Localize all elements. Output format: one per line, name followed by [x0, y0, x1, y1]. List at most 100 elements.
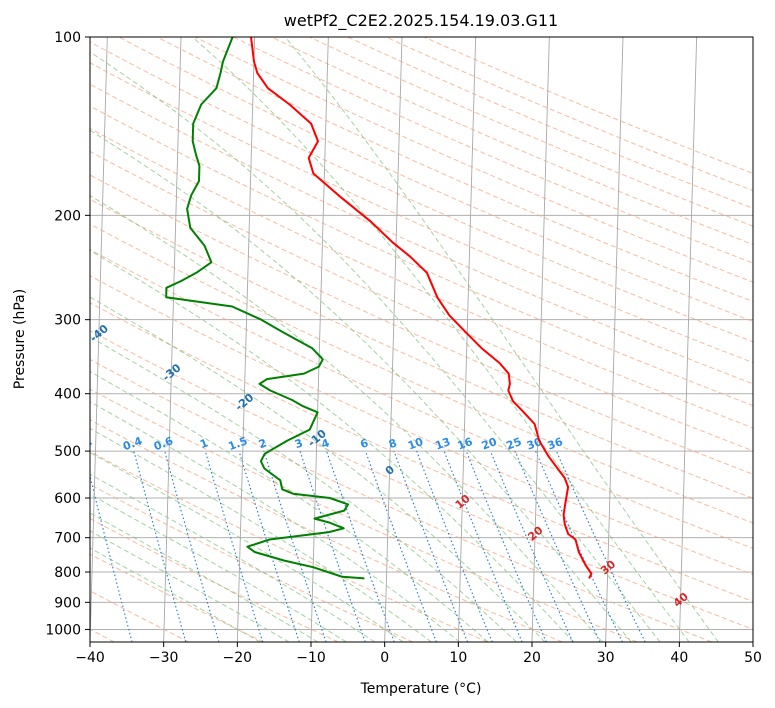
y-tick-label: 300: [54, 313, 81, 329]
mixing-ratio-label: 2: [257, 436, 269, 451]
mixing-ratio-label: 8: [387, 436, 399, 451]
x-axis-label: Temperature (°C): [360, 681, 482, 697]
isotherm-line: [605, 37, 624, 642]
isotherm-line: [236, 37, 256, 642]
mixing-ratio-line: [263, 450, 327, 642]
y-tick-label: 700: [54, 531, 81, 547]
moist-adiabat-line: [90, 296, 546, 642]
dry-adiabat-line: [90, 105, 753, 407]
moist-adiabat-line: [90, 129, 632, 642]
y-tick-label: 400: [54, 387, 81, 403]
dry-adiabat-line: [90, 150, 753, 452]
mixing-ratio-label: 1: [198, 436, 210, 451]
x-tick-label: 50: [744, 650, 762, 666]
mixing-ratio-label: 16: [456, 435, 475, 453]
dry-adiabat-line: [423, 37, 753, 174]
dry-adiabat-line: [90, 483, 414, 642]
x-tick-label: −10: [296, 650, 326, 666]
y-tick-label: 900: [54, 595, 81, 611]
moist-adiabat-line: [90, 473, 376, 642]
dry-adiabat-line: [90, 248, 753, 550]
x-axis: −40 −30 −20 −10 0 10 20 30 40 50: [75, 642, 762, 666]
mixing-ratio-label: 1.5: [226, 434, 249, 453]
dry-adiabat-line: [90, 358, 712, 642]
moist-adiabat-line: [90, 51, 661, 642]
y-tick-label: 500: [54, 444, 81, 460]
x-tick-label: 20: [523, 650, 541, 666]
moist-adiabat-line: [90, 195, 603, 642]
mixing-ratio-label: 10: [406, 435, 425, 453]
y-tick-label: 1000: [45, 622, 81, 638]
skewed-isotherms: [90, 37, 753, 642]
mixing-ratio-label: 13: [433, 435, 452, 452]
moist-adiabat-line: [90, 370, 489, 642]
plot-area: -100-90-80-70-60-50-40-30-20-10010203040…: [71, 37, 753, 642]
isotherm-line: [678, 37, 698, 642]
moist-adiabat-line: [284, 37, 719, 642]
mixing-ratio-line: [364, 450, 437, 642]
mixing-ratio-line: [489, 450, 574, 642]
moist-adiabat-line: [90, 249, 574, 642]
mixing-ratio-line: [299, 450, 366, 642]
x-tick-label: −40: [75, 650, 105, 666]
moist-adiabat-line: [90, 451, 404, 642]
y-axis-label: Pressure (hPa): [12, 289, 28, 389]
y-tick-label: 200: [54, 208, 81, 224]
moist-adiabat-line: [90, 401, 461, 642]
moist-adiabats: [90, 37, 719, 642]
mixing-ratio-line: [204, 450, 264, 642]
mixing-ratio-line: [164, 450, 220, 642]
y-tick-label: 600: [54, 491, 81, 507]
mixing-ratio-label: 0.6: [152, 434, 175, 453]
temperature-profile-line: [250, 37, 593, 579]
dry-adiabat-line: [90, 62, 753, 364]
mixing-ratio-label: 4: [320, 436, 332, 451]
dewpoint-profile-line: [165, 37, 365, 580]
dry-adiabat-line: [90, 388, 638, 642]
moist-adiabat-line: [191, 37, 690, 642]
isotherm-line: [90, 37, 108, 642]
moist-adiabat-line: [90, 336, 517, 642]
dry-adiabat-line: [90, 198, 753, 499]
mixing-ratio-label: 6: [358, 436, 370, 451]
x-tick-label: −20: [223, 650, 253, 666]
mixing-ratio-line: [238, 450, 300, 642]
mixing-ratio-label: 0.4: [121, 434, 144, 453]
x-tick-label: 0: [380, 650, 389, 666]
dry-adiabat-line: [90, 302, 753, 603]
moist-adiabat-line: [90, 427, 432, 642]
dry-adiabat-line: [385, 37, 753, 192]
y-tick-label: 100: [54, 30, 81, 46]
dry-adiabat-line: [90, 419, 563, 642]
moist-adiabat-line: [90, 512, 319, 642]
x-tick-label: −30: [149, 650, 179, 666]
isotherm-line: [531, 37, 550, 642]
mixing-ratio-line: [465, 450, 547, 642]
mixing-ratio-label: 20: [480, 435, 499, 453]
mixing-ratio-label: 3: [293, 436, 305, 451]
moist-adiabat-line: [90, 530, 290, 642]
dry-adiabat-line: [309, 37, 753, 227]
dry-adiabat-line: [118, 37, 753, 323]
dry-adiabat-line: [347, 37, 753, 209]
pressure-gridlines: [90, 37, 753, 630]
mixing-ratio-label: 25: [504, 435, 523, 452]
isotherm-line: [310, 37, 329, 642]
y-tick-label: 800: [54, 565, 81, 581]
dry-adiabat-line: [90, 518, 339, 642]
isotherm-line: [457, 37, 477, 642]
isotherm-line: [163, 37, 182, 642]
dry-adiabat-line: [90, 330, 753, 630]
mixing-ratio-line: [443, 450, 523, 642]
mixing-ratio-label: 36: [546, 435, 565, 453]
mixing-ratio-line: [133, 450, 187, 642]
mixing-ratio-label: 0.2: [71, 434, 94, 453]
x-tick-label: 40: [670, 650, 688, 666]
y-axis: 100 200 300 400 500 600 700 800 900 1000: [45, 30, 90, 638]
chart-title: wetPf2_C2E2.2025.154.19.03.G11: [284, 11, 558, 31]
plot-frame: [89, 36, 754, 643]
mixing-ratio-line: [393, 450, 469, 642]
x-tick-label: 10: [449, 650, 467, 666]
